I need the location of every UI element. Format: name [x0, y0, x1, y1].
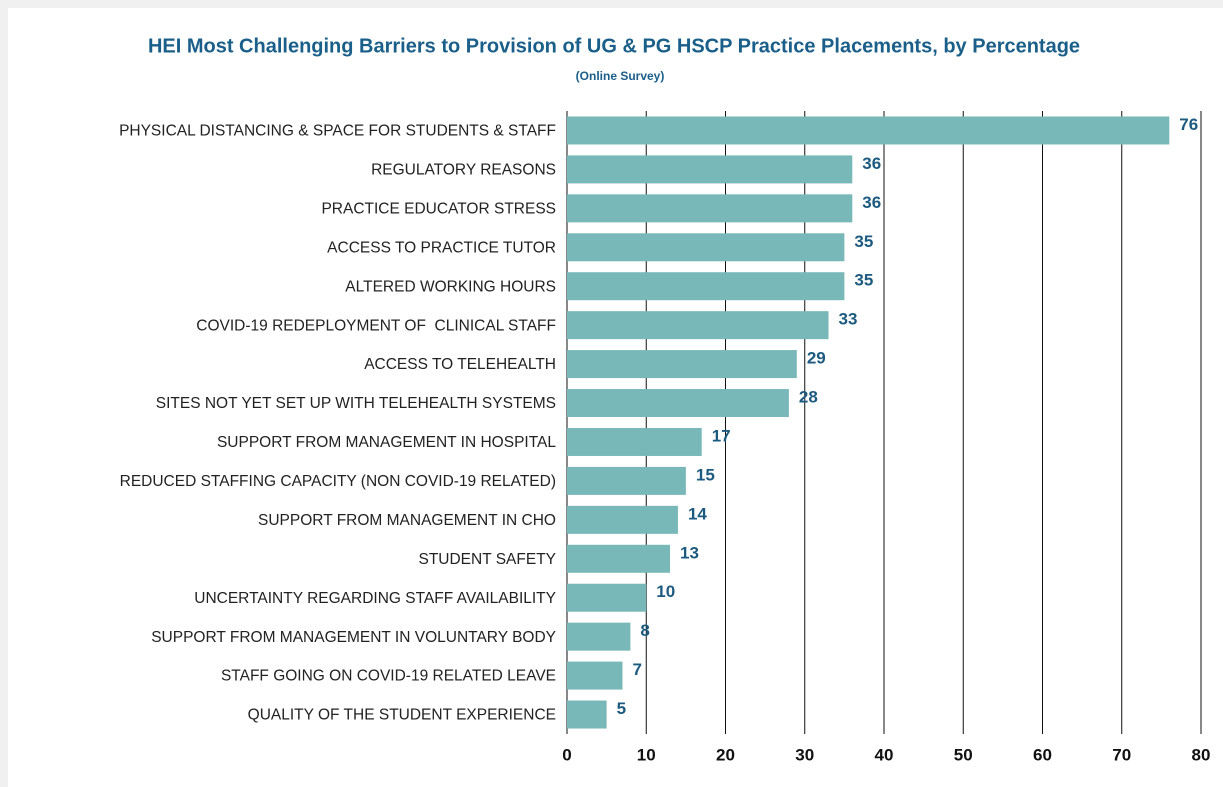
category-label: QUALITY OF THE STUDENT EXPERIENCE	[248, 707, 556, 724]
bar	[567, 505, 678, 534]
category-label: ALTERED WORKING HOURS	[345, 278, 556, 295]
bar	[567, 311, 829, 340]
value-label: 76	[1179, 115, 1198, 134]
value-label: 36	[862, 154, 881, 173]
bar	[567, 233, 845, 262]
x-tick-label: 30	[795, 745, 814, 764]
value-label: 13	[680, 543, 699, 562]
category-label: SUPPORT FROM MANAGEMENT IN VOLUNTARY BOD…	[151, 629, 556, 646]
value-label: 10	[656, 582, 675, 601]
value-label: 35	[854, 271, 873, 290]
bar	[567, 116, 1170, 145]
value-label: 7	[632, 660, 641, 679]
bar	[567, 661, 623, 690]
chart-title: HEI Most Challenging Barriers to Provisi…	[148, 35, 1080, 57]
bar	[567, 700, 607, 729]
category-label: REDUCED STAFFING CAPACITY (NON COVID-19 …	[120, 473, 556, 490]
x-tick-label: 50	[954, 745, 973, 764]
value-label: 5	[617, 699, 626, 718]
value-label: 29	[807, 349, 826, 368]
category-label: STAFF GOING ON COVID-19 RELATED LEAVE	[221, 668, 556, 685]
category-label: REGULATORY REASONS	[371, 162, 556, 179]
x-tick-label: 20	[716, 745, 735, 764]
value-label: 14	[688, 504, 707, 523]
bar	[567, 427, 702, 456]
category-label: SUPPORT FROM MANAGEMENT IN HOSPITAL	[217, 434, 556, 451]
bar	[567, 350, 797, 379]
category-label: ACCESS TO TELEHEALTH	[364, 356, 556, 373]
category-label: SUPPORT FROM MANAGEMENT IN CHO	[258, 512, 556, 529]
bar	[567, 155, 853, 184]
category-label: ACCESS TO PRACTICE TUTOR	[327, 239, 556, 256]
x-tick-label: 60	[1033, 745, 1052, 764]
bar	[567, 466, 686, 495]
category-label: UNCERTAINTY REGARDING STAFF AVAILABILITY	[194, 590, 556, 607]
value-label: 15	[696, 465, 715, 484]
x-tick-label: 0	[562, 745, 571, 764]
category-label: SITES NOT YET SET UP WITH TELEHEALTH SYS…	[156, 395, 556, 412]
bar	[567, 622, 631, 651]
value-label: 28	[799, 388, 818, 407]
value-label: 35	[854, 232, 873, 251]
chart-subtitle: (Online Survey)	[576, 69, 665, 83]
bar	[567, 194, 853, 223]
category-label: COVID-19 REDEPLOYMENT OF CLINICAL STAFF	[196, 317, 556, 334]
x-tick-label: 40	[875, 745, 894, 764]
value-label: 17	[712, 426, 731, 445]
value-label: 8	[640, 621, 649, 640]
x-tick-label: 10	[637, 745, 656, 764]
category-label: PHYSICAL DISTANCING & SPACE FOR STUDENTS…	[119, 123, 556, 140]
x-tick-label: 80	[1192, 745, 1211, 764]
category-label: PRACTICE EDUCATOR STRESS	[321, 200, 556, 217]
category-label: STUDENT SAFETY	[418, 551, 556, 568]
bar	[567, 389, 789, 418]
x-tick-label: 70	[1112, 745, 1131, 764]
value-label: 36	[862, 193, 881, 212]
value-label: 33	[839, 310, 858, 329]
bar	[567, 544, 671, 573]
bar	[567, 583, 647, 612]
bar	[567, 272, 845, 301]
